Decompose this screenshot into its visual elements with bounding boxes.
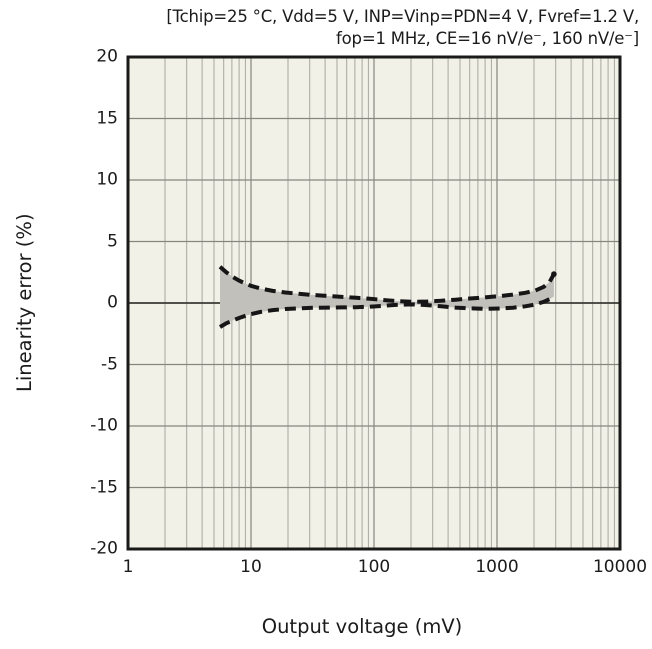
x-tick-label: 100 xyxy=(357,557,391,577)
y-tick-label: 0 xyxy=(107,292,118,313)
y-tick-label: -20 xyxy=(90,538,118,559)
chart-title: [Tchip=25 °C, Vdd=5 V, INP=Vinp=PDN=4 V,… xyxy=(166,6,639,50)
y-tick-label: -15 xyxy=(90,477,118,498)
x-tick-label: 10000 xyxy=(592,557,648,577)
end-point-marker xyxy=(551,271,557,277)
y-tick-label: 10 xyxy=(96,169,118,190)
plot-frame xyxy=(126,55,622,551)
y-tick-label: 5 xyxy=(107,231,118,252)
y-tick-label: 15 xyxy=(96,108,118,129)
y-tick-label: -10 xyxy=(90,415,118,436)
x-tick-label: 1 xyxy=(122,557,134,577)
tolerance-band xyxy=(220,266,554,327)
x-tick-label: 1000 xyxy=(475,557,519,577)
chart-title-line2: fop=1 MHz, CE=16 nV/e⁻, 160 nV/e⁻] xyxy=(336,29,639,48)
x-axis-title: Output voltage (mV) xyxy=(261,615,463,638)
chart-title-line1: [Tchip=25 °C, Vdd=5 V, INP=Vinp=PDN=4 V,… xyxy=(166,7,639,26)
upper-limit-line xyxy=(218,265,556,304)
y-tick-label: 20 xyxy=(96,46,118,67)
lower-limit-line xyxy=(218,294,555,329)
x-tick-label: 10 xyxy=(240,557,262,577)
y-tick-label: -5 xyxy=(101,354,118,375)
